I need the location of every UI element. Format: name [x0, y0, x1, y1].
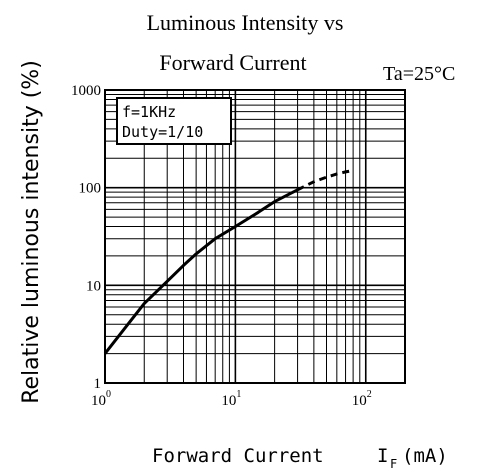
- y-tick-labels: 1 10 100 1000: [71, 83, 101, 392]
- y-tick-label: 1000: [71, 83, 101, 99]
- plot-border: [104, 89, 406, 384]
- annotation-frequency: f=1KHz: [122, 103, 176, 121]
- series-line: [103, 188, 299, 355]
- y-tick-label: 1: [94, 376, 102, 392]
- series-layer: [103, 169, 354, 355]
- x-axis-subscript: F: [390, 457, 397, 471]
- y-tick-label: 10: [86, 278, 101, 294]
- y-tick-label: 100: [79, 181, 102, 197]
- y-axis-label: Relative luminous intensity (%): [19, 60, 44, 404]
- x-tick-label: 100: [91, 389, 111, 409]
- chart-subtitle: Forward Current: [159, 50, 306, 75]
- x-tick-label: 101: [221, 389, 241, 409]
- x-tick-labels: 100 101 102: [91, 389, 372, 409]
- chart-title: Luminous Intensity vs: [147, 10, 344, 35]
- x-axis-label: Forward Current: [152, 445, 324, 467]
- annotation-box: f=1KHz Duty=1/10: [116, 97, 232, 145]
- series-line-extrapolated: [296, 169, 354, 192]
- annotation-duty: Duty=1/10: [122, 123, 203, 141]
- condition-label: Ta=25°C: [383, 63, 455, 85]
- x-axis-symbol: I: [377, 445, 388, 467]
- x-tick-label: 102: [352, 389, 372, 409]
- x-axis-unit: (mA): [402, 445, 448, 467]
